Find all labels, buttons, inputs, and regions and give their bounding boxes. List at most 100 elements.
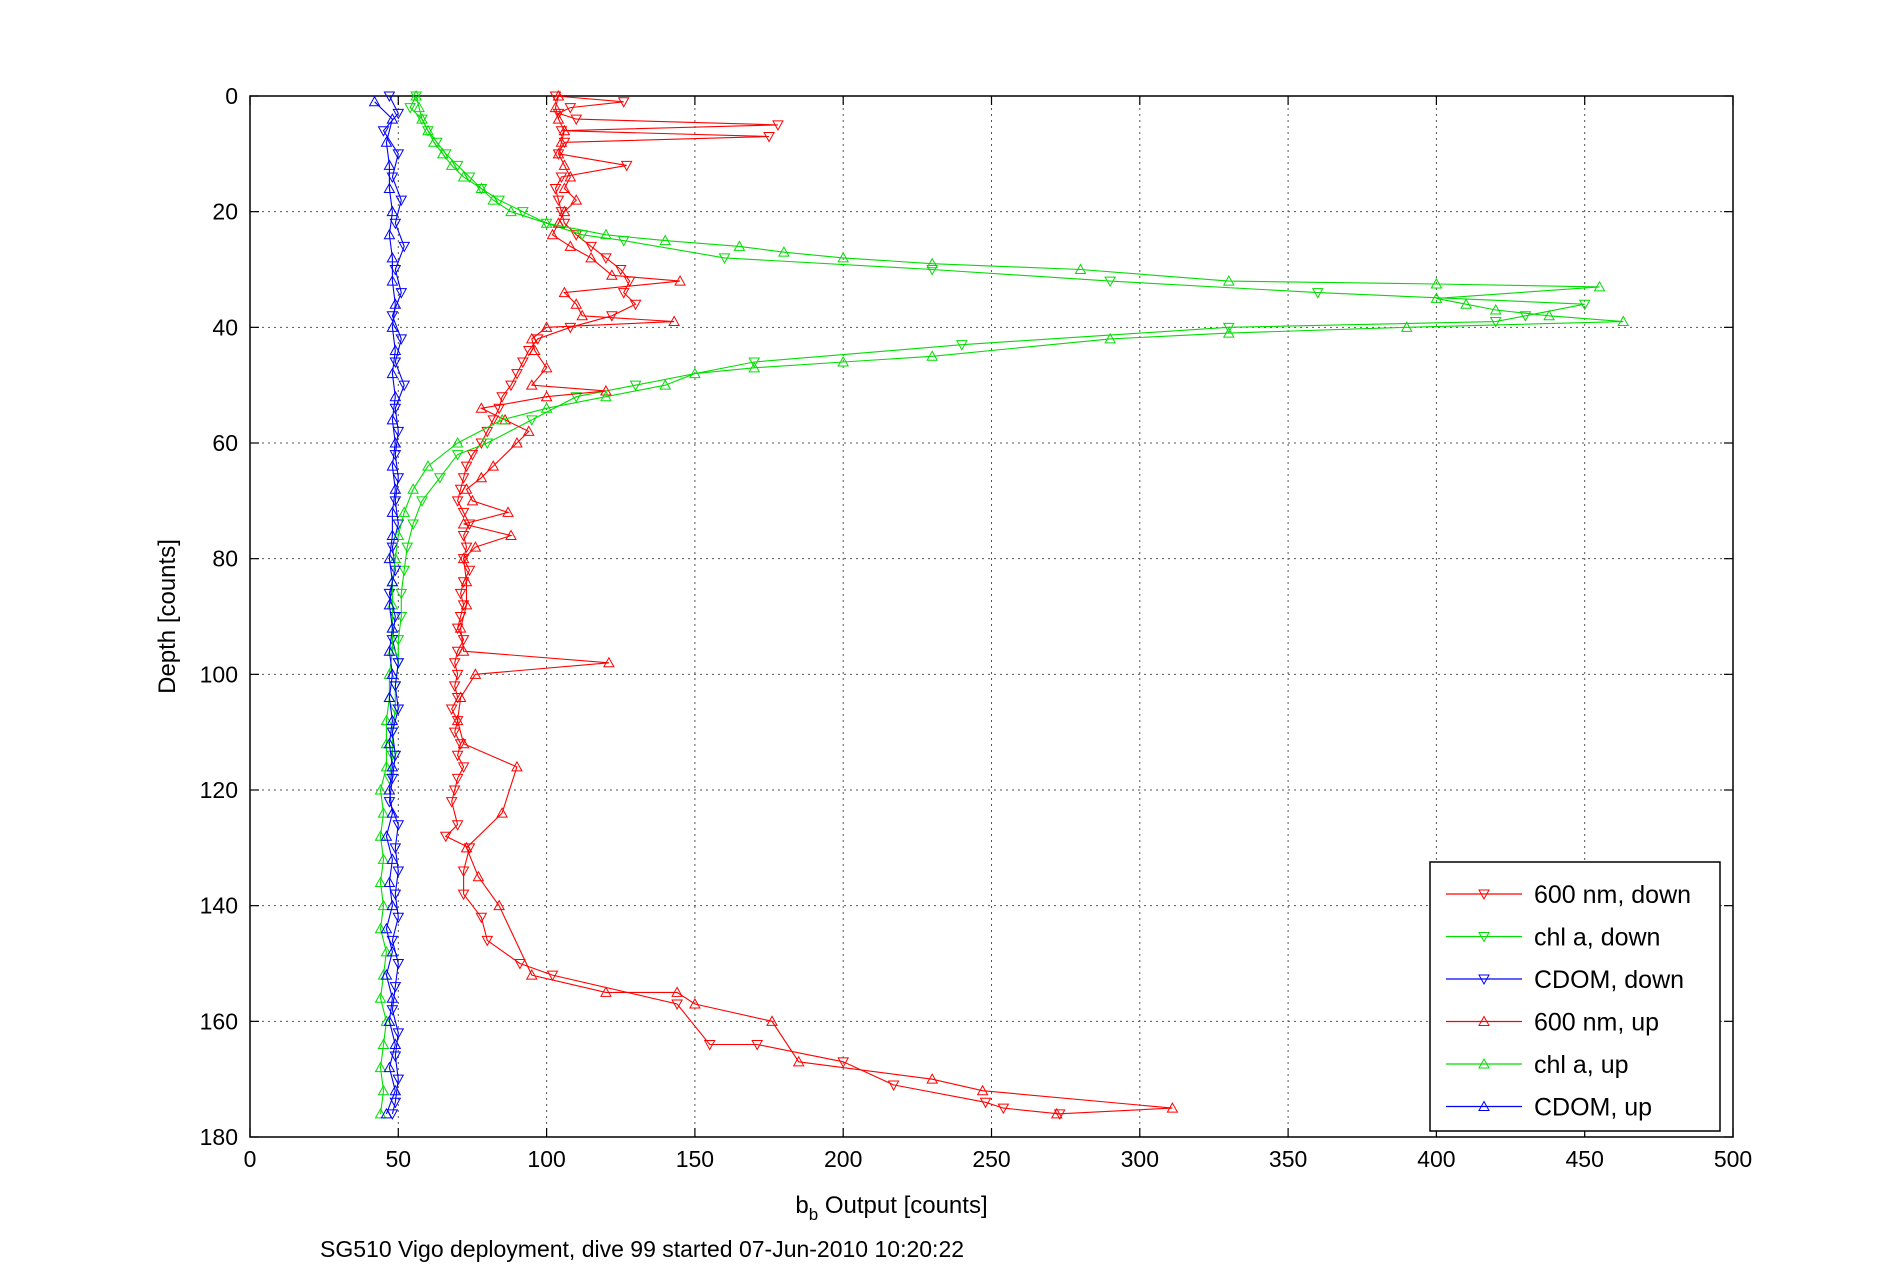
data-point [386, 311, 399, 322]
data-point [383, 91, 396, 103]
data-point [407, 519, 419, 530]
data-point [555, 136, 568, 147]
data-point [1489, 303, 1502, 315]
data-point [389, 403, 402, 415]
data-point [570, 392, 583, 403]
data-point [1050, 1107, 1063, 1119]
data-point [439, 831, 452, 843]
data-point [448, 785, 461, 797]
data-point [1400, 321, 1413, 332]
data-point [389, 218, 402, 230]
legend-items: 600 nm, down chl a, down CDOM, down 600 nm,… [1446, 881, 1691, 1122]
data-point [570, 298, 583, 309]
data-point [457, 517, 470, 529]
data-point [718, 253, 731, 264]
data-point [416, 113, 428, 124]
data-point [392, 866, 405, 877]
data-point [1489, 317, 1502, 328]
data-point [386, 506, 399, 517]
data-point [1617, 315, 1630, 327]
legend-item: 600 nm, down [1446, 881, 1691, 909]
data-point [505, 529, 517, 541]
data-point [395, 588, 408, 600]
data-point [552, 195, 565, 207]
data-point [380, 1107, 393, 1119]
axis-ticks: 0 50 100 150 200 250 300 350 400 450 500 0 20 40 60 80 1… [200, 83, 1753, 1172]
x-tick-label: 150 [676, 1146, 714, 1172]
data-point [386, 668, 399, 679]
y-tick-label: 180 [200, 1124, 238, 1150]
data-point [525, 969, 538, 980]
data-point [389, 681, 402, 692]
series-5 [368, 95, 402, 1119]
data-point [380, 830, 393, 841]
data-point [475, 471, 488, 483]
x-tick-label: 400 [1417, 1146, 1455, 1172]
data-point [457, 635, 470, 646]
data-point [392, 959, 405, 970]
data-point [386, 529, 399, 541]
data-point [558, 182, 571, 194]
data-point [748, 357, 761, 369]
data-point [837, 1057, 850, 1068]
data-point [1430, 277, 1443, 289]
data-point [389, 1051, 402, 1063]
data-point [733, 240, 746, 251]
data-point [377, 807, 390, 818]
data-point [552, 147, 565, 159]
data-point [374, 922, 387, 934]
data-point [751, 1039, 764, 1051]
legend-label: CDOM, up [1534, 1094, 1652, 1122]
data-point [564, 103, 577, 114]
data-point [383, 691, 396, 702]
data-point [1222, 322, 1235, 334]
data-point [457, 170, 470, 182]
data-point [386, 113, 399, 124]
data-point [668, 315, 680, 327]
data-point [377, 853, 390, 864]
data-point [377, 1038, 390, 1049]
data-point [445, 797, 458, 808]
y-tick-label: 160 [200, 1008, 238, 1034]
data-point [386, 899, 399, 911]
series-4 [374, 89, 1630, 1119]
data-point [540, 402, 553, 413]
data-point [540, 390, 553, 402]
data-point [383, 1061, 396, 1073]
data-point [407, 483, 419, 494]
data-point [659, 234, 672, 246]
x-axis-label-rest: Output [counts] [818, 1192, 987, 1219]
data-point [600, 384, 612, 396]
data-point [386, 205, 399, 217]
data-point [380, 969, 393, 980]
data-point [457, 531, 470, 542]
data-point [558, 124, 571, 136]
data-point [416, 496, 428, 507]
data-point [392, 635, 405, 646]
x-axis-label: bb Output [counts] [795, 1192, 987, 1224]
data-point [955, 340, 968, 351]
data-point [451, 714, 464, 726]
data-point [436, 147, 449, 159]
data-point [837, 251, 850, 263]
data-point [389, 357, 402, 369]
x-tick-label: 300 [1121, 1146, 1159, 1172]
data-point [374, 992, 387, 1003]
data-point [386, 945, 399, 957]
data-point [558, 137, 571, 149]
data-point [475, 438, 488, 450]
data-point [380, 922, 393, 934]
data-point [1519, 311, 1532, 322]
data-point [1578, 299, 1591, 311]
data-point [558, 286, 571, 298]
legend-box [1429, 861, 1721, 1132]
data-point [525, 415, 538, 426]
data-point [460, 841, 473, 853]
data-point [457, 507, 470, 519]
data-point [976, 1084, 989, 1096]
data-point [410, 89, 422, 101]
data-point [454, 739, 467, 750]
series-group [368, 89, 1630, 1120]
legend-swatch-marker [1478, 1015, 1490, 1026]
legend-swatch-marker [1478, 1100, 1490, 1111]
